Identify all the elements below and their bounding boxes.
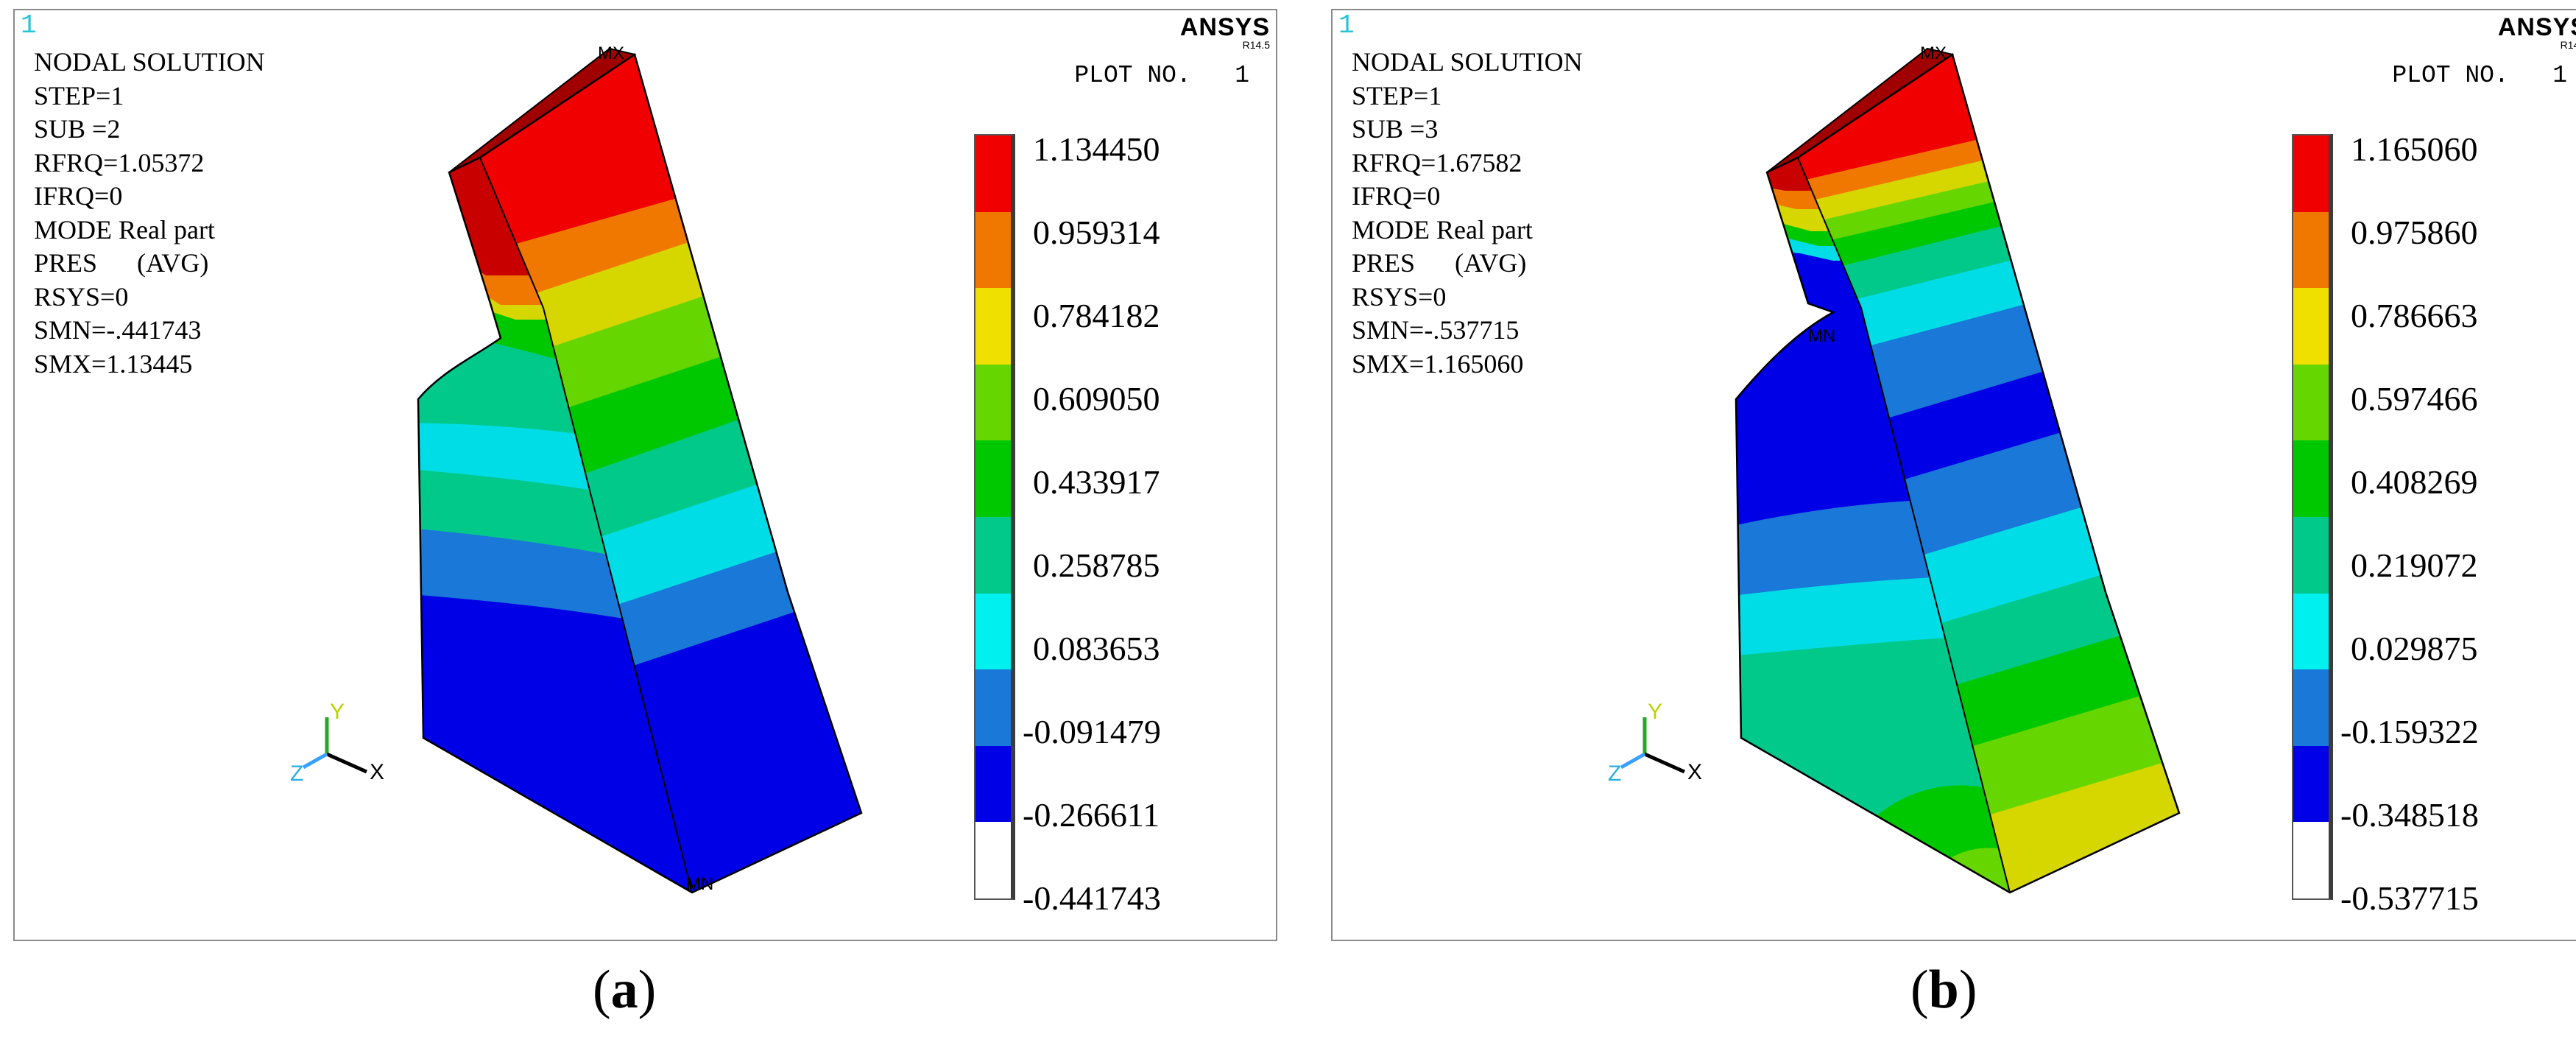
mx-marker: MX <box>1920 43 1947 63</box>
ansys-plot-window-a: 1 ANSYS R14.5 NODAL SOLUTION STEP=1 SUB … <box>13 9 1277 941</box>
legend-swatch <box>2293 211 2329 289</box>
model-outline <box>417 53 863 894</box>
caption-letter: b <box>1928 960 1959 1020</box>
axis-z-label: Z <box>290 761 303 786</box>
solution-info: NODAL SOLUTION STEP=1 SUB =3 RFRQ=1.6758… <box>1352 46 1583 381</box>
legend-swatch <box>975 745 1011 823</box>
legend-value: -0.266611 <box>1023 796 1160 834</box>
version-text: R14.5 <box>1242 39 1270 51</box>
legend-value: 0.959314 <box>1033 214 1160 251</box>
legend-value: 1.165060 <box>2351 130 2478 168</box>
legend-value: 0.975860 <box>2351 214 2478 251</box>
caption-b: (b) <box>1910 960 1977 1020</box>
legend-value: 0.219072 <box>2351 546 2478 584</box>
logo-text: ANSYS <box>2497 13 2576 41</box>
info-line: SUB =3 <box>1352 114 1439 144</box>
mn-marker: MN <box>1808 326 1835 346</box>
window-number: 1 <box>1338 10 1355 41</box>
legend-swatch <box>975 593 1011 670</box>
caption-letter: a <box>610 960 638 1020</box>
legend-swatch <box>975 211 1011 289</box>
legend-swatch <box>975 440 1011 517</box>
legend-value: 0.083653 <box>1033 630 1160 667</box>
legend-value: -0.348518 <box>2340 796 2479 834</box>
color-legend-bar <box>2292 134 2333 900</box>
info-line: SMN=-.537715 <box>1352 315 1520 345</box>
plot-number: PLOT NO. 1 <box>1074 62 1249 89</box>
info-line: NODAL SOLUTION <box>1352 47 1583 77</box>
legend-swatch <box>975 669 1011 746</box>
legend-swatch <box>2293 669 2329 746</box>
info-line: MODE Real part <box>34 214 215 244</box>
info-line: SMX=1.13445 <box>34 348 193 379</box>
legend-swatch <box>2293 745 2329 823</box>
legend-value: 0.433917 <box>1033 463 1160 501</box>
legend-value: -0.537715 <box>2340 879 2479 917</box>
axis-triad: Y X Z <box>1608 700 1702 786</box>
ansys-plot-window-b: 1 ANSYS R14.5 NODAL SOLUTION STEP=1 SUB … <box>1331 9 2576 941</box>
legend-swatch <box>975 364 1011 441</box>
info-line: RSYS=0 <box>34 281 129 312</box>
plot-number: PLOT NO. 1 <box>2392 62 2567 89</box>
axis-y-label: Y <box>330 700 345 724</box>
contour-model-b: MX MN Y X Z <box>1608 43 2181 894</box>
legend-swatch <box>2293 440 2329 517</box>
info-line: STEP=1 <box>34 80 124 110</box>
legend-value: 0.609050 <box>1033 380 1160 418</box>
window-number: 1 <box>21 10 37 41</box>
info-line: IFRQ=0 <box>34 181 123 211</box>
mx-marker: MX <box>598 43 624 63</box>
legend-value: -0.091479 <box>1023 713 1161 750</box>
axis-y-label: Y <box>1648 700 1662 724</box>
legend-value: 0.786663 <box>2351 297 2478 334</box>
legend-value: 0.029875 <box>2351 630 2478 667</box>
legend-value: 0.784182 <box>1033 297 1160 334</box>
legend-swatch <box>975 516 1011 594</box>
model-outline <box>1735 53 2181 894</box>
info-line: SMX=1.165060 <box>1352 348 1524 379</box>
legend-swatch <box>2293 288 2329 365</box>
legend-value: 0.258785 <box>1033 546 1160 584</box>
version-text: R14.5 <box>2560 39 2576 51</box>
logo-text: ANSYS <box>1179 13 1270 41</box>
mn-marker: MN <box>686 874 713 894</box>
legend-value: -0.159322 <box>2340 713 2479 750</box>
solution-info: NODAL SOLUTION STEP=1 SUB =2 RFRQ=1.0537… <box>34 46 265 381</box>
axis-x-label: X <box>370 760 384 784</box>
legend-value: 0.597466 <box>2351 380 2478 418</box>
info-line: PRES (AVG) <box>34 248 209 278</box>
ansys-logo: ANSYS R14.5 <box>1180 13 1270 51</box>
legend-value: 1.134450 <box>1033 130 1160 168</box>
info-line: RSYS=0 <box>1352 281 1447 312</box>
color-legend-bar <box>974 134 1015 900</box>
axis-z-label: Z <box>1608 761 1621 786</box>
legend-swatch <box>2293 136 2329 212</box>
info-line: SMN=-.441743 <box>34 315 202 345</box>
legend-swatch <box>2293 516 2329 594</box>
caption-a: (a) <box>593 960 657 1020</box>
ansys-logo: ANSYS R14.5 <box>2498 13 2576 51</box>
legend-swatch <box>975 136 1011 212</box>
axis-x-label: X <box>1687 760 1702 784</box>
info-line: PRES (AVG) <box>1352 248 1527 278</box>
legend-value: -0.441743 <box>1023 879 1161 917</box>
info-line: STEP=1 <box>1352 80 1442 110</box>
axis-triad: Y X Z <box>290 700 384 786</box>
info-line: SUB =2 <box>34 114 121 144</box>
legend-swatch <box>975 288 1011 365</box>
info-line: IFRQ=0 <box>1352 181 1441 211</box>
legend-swatch <box>2293 364 2329 441</box>
info-line: RFRQ=1.05372 <box>34 147 205 177</box>
legend-swatch <box>2293 593 2329 670</box>
contour-model-a: MX MN Y X Z <box>290 43 863 894</box>
info-line: NODAL SOLUTION <box>34 47 265 77</box>
info-line: RFRQ=1.67582 <box>1352 147 1522 177</box>
info-line: MODE Real part <box>1352 214 1533 244</box>
legend-value: 0.408269 <box>2351 463 2478 501</box>
